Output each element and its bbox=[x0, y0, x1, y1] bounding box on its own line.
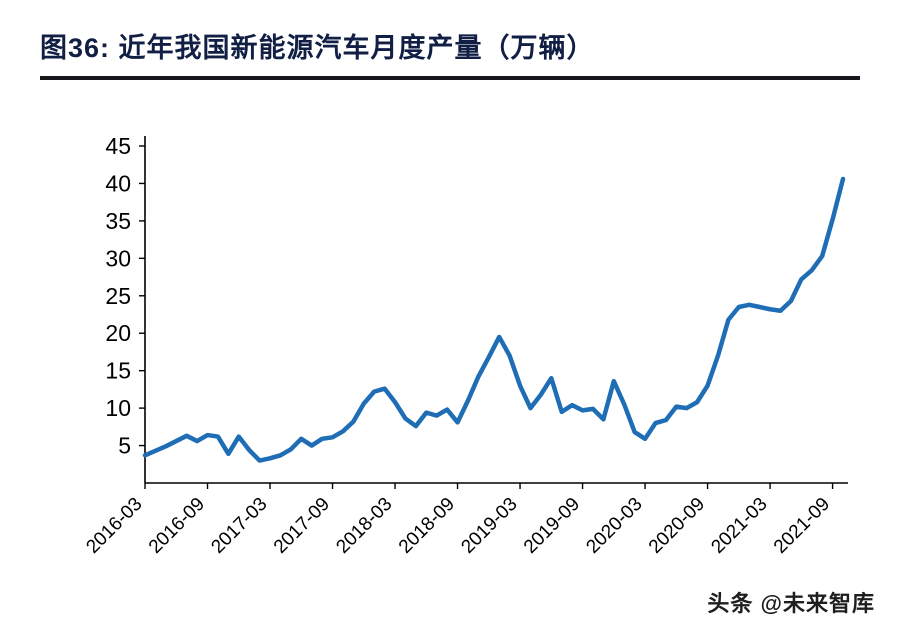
production-line-series bbox=[142, 176, 846, 463]
title-underline bbox=[40, 76, 860, 80]
x-tick-label: 2019-03 bbox=[457, 494, 521, 558]
y-tick-label: 45 bbox=[105, 133, 131, 159]
x-tick-label: 2017-03 bbox=[207, 494, 271, 558]
x-tick-label: 2018-03 bbox=[332, 494, 396, 558]
x-tick-label: 2019-09 bbox=[520, 494, 584, 558]
x-tick-label: 2020-03 bbox=[582, 494, 646, 558]
y-tick-label: 15 bbox=[105, 358, 131, 384]
x-tick-label: 2016-09 bbox=[145, 494, 209, 558]
x-tick-label: 2020-09 bbox=[645, 494, 709, 558]
y-tick-label: 35 bbox=[105, 208, 131, 234]
x-tick-label: 2018-09 bbox=[395, 494, 459, 558]
x-tick-label: 2017-09 bbox=[270, 494, 334, 558]
figure-title: 图36: 近年我国新能源汽车月度产量（万辆） bbox=[40, 33, 595, 63]
y-tick-label: 5 bbox=[118, 433, 131, 459]
x-tick-label: 2021-03 bbox=[707, 494, 771, 558]
y-tick-label: 30 bbox=[105, 245, 131, 271]
y-tick-label: 20 bbox=[105, 320, 131, 346]
y-tick-label: 10 bbox=[105, 395, 131, 421]
watermark: 头条 @未来智库 bbox=[707, 591, 875, 616]
y-tick-label: 25 bbox=[105, 283, 131, 309]
x-tick-label: 2016-03 bbox=[82, 494, 146, 558]
x-tick-label: 2021-09 bbox=[770, 494, 834, 558]
y-tick-label: 40 bbox=[105, 170, 131, 196]
